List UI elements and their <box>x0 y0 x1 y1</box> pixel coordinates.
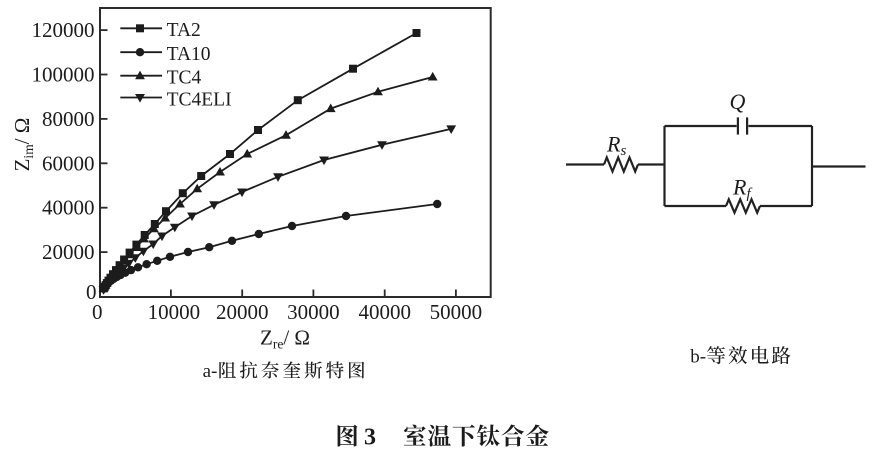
svg-text:40000: 40000 <box>358 300 411 324</box>
svg-text:50000: 50000 <box>430 300 483 324</box>
svg-text:80000: 80000 <box>42 107 95 131</box>
svg-text:60000: 60000 <box>42 151 95 175</box>
svg-text:Zre/ Ω: Zre/ Ω <box>260 326 310 352</box>
svg-text:30000: 30000 <box>287 300 340 324</box>
svg-text:0: 0 <box>86 280 97 304</box>
svg-text:10000: 10000 <box>148 300 201 324</box>
svg-text:Q: Q <box>730 89 746 114</box>
svg-text:b-: b- <box>690 347 706 368</box>
svg-text:120000: 120000 <box>32 18 95 42</box>
svg-text:20000: 20000 <box>216 300 269 324</box>
svg-text:TA10: TA10 <box>167 44 211 65</box>
svg-text:TC4ELI: TC4ELI <box>167 89 232 110</box>
svg-text:100000: 100000 <box>32 63 95 87</box>
svg-text:Zim/ Ω: Zim/ Ω <box>10 118 36 172</box>
svg-text:40000: 40000 <box>42 196 95 220</box>
svg-text:TC4: TC4 <box>167 68 202 89</box>
svg-text:a-: a- <box>203 361 218 382</box>
svg-text:0: 0 <box>92 300 103 324</box>
svg-text:3: 3 <box>364 425 376 451</box>
svg-text:TA2: TA2 <box>167 20 201 41</box>
svg-text:20000: 20000 <box>42 240 95 264</box>
